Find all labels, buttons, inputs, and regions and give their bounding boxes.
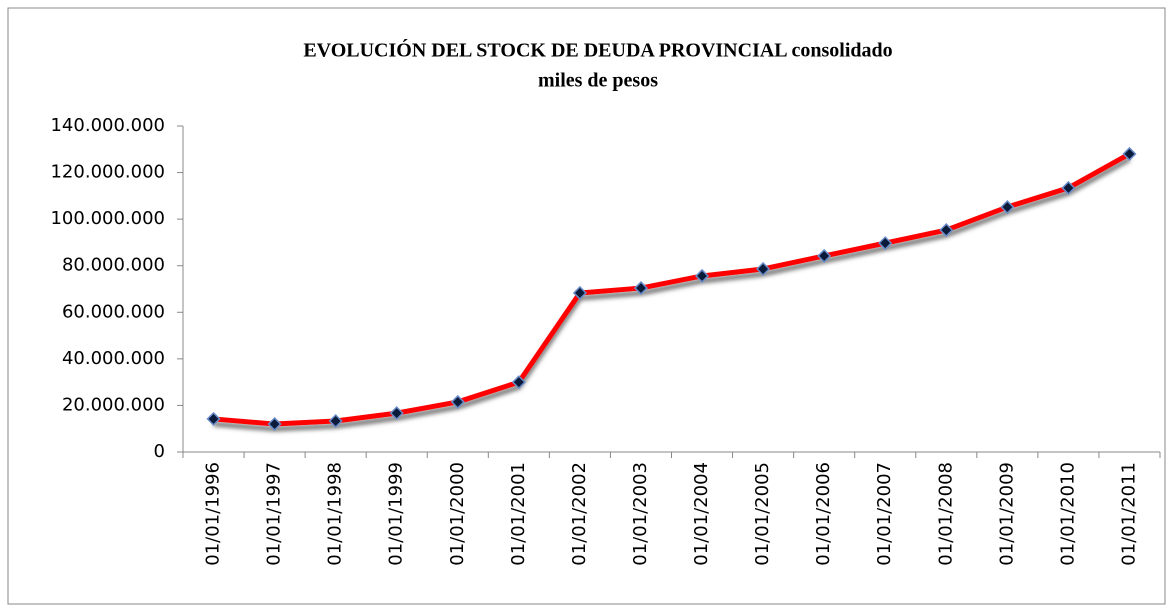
- x-tick-label: 01/01/2004: [691, 462, 712, 566]
- marker: [633, 281, 649, 296]
- x-tick-label: 01/01/2007: [874, 462, 895, 566]
- marker: [1000, 199, 1015, 215]
- x-tick-label: 01/01/1999: [386, 462, 407, 566]
- x-tick-label: 01/01/2011: [1118, 462, 1139, 566]
- chart-subtitle: miles de pesos: [538, 70, 658, 92]
- y-tick-label: 120.000.000: [50, 162, 165, 183]
- marker: [694, 268, 710, 284]
- marker: [450, 394, 465, 409]
- y-tick-label: 20.000.000: [62, 394, 165, 415]
- y-tick-label: 100.000.000: [50, 208, 165, 229]
- x-tick-label: 01/01/2001: [508, 462, 529, 566]
- marker: [1061, 180, 1076, 196]
- x-tick-label: 01/01/2002: [569, 462, 590, 566]
- chart-frame: [7, 7, 1166, 605]
- marker: [267, 416, 282, 432]
- marker: [206, 411, 221, 426]
- marker: [511, 375, 526, 390]
- y-tick-label: 60.000.000: [62, 301, 165, 322]
- marker: [817, 248, 832, 263]
- marker: [572, 285, 587, 301]
- x-tick-label: 01/01/1998: [325, 462, 346, 566]
- x-tick-label: 01/01/2003: [630, 462, 651, 566]
- x-tick-label: 01/01/1996: [203, 462, 224, 566]
- marker: [389, 406, 404, 421]
- x-tick-label: 01/01/2008: [935, 462, 956, 566]
- x-tick-label: 01/01/1997: [264, 462, 285, 566]
- x-tick-label: 01/01/2006: [813, 462, 834, 566]
- y-tick-label: 40.000.000: [62, 348, 165, 369]
- marker: [878, 236, 893, 251]
- marker: [939, 223, 954, 238]
- chart-title: EVOLUCIÓN DEL STOCK DE DEUDA PROVINCIAL …: [303, 38, 892, 62]
- marker: [1122, 146, 1137, 162]
- y-tick-label: 140.000.000: [50, 115, 165, 136]
- x-tick-label: 01/01/2000: [447, 462, 468, 566]
- marker: [756, 261, 771, 277]
- x-tick-label: 01/01/2005: [752, 462, 773, 566]
- y-tick-label: 80.000.000: [62, 255, 165, 276]
- marker: [328, 413, 343, 429]
- y-tick-label: 0: [154, 441, 165, 462]
- x-tick-label: 01/01/2010: [1057, 462, 1078, 566]
- x-tick-label: 01/01/2009: [996, 462, 1017, 566]
- line: [213, 151, 1131, 427]
